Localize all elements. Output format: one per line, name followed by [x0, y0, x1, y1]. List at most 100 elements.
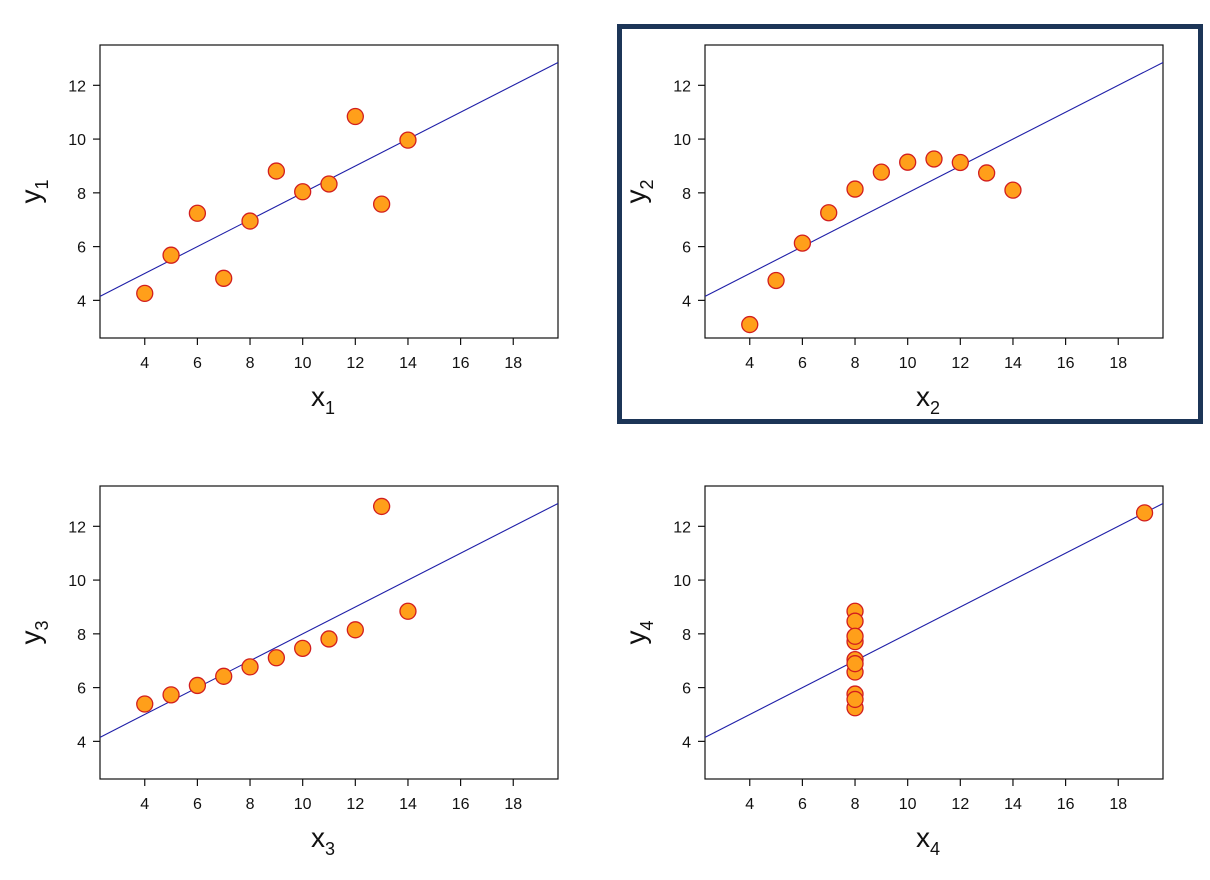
y-tick-label: 8 — [682, 627, 691, 644]
x-tick-label: 10 — [294, 796, 312, 813]
data-point — [372, 497, 391, 516]
x-tick-label: 18 — [1109, 796, 1127, 813]
data-point — [215, 667, 233, 685]
x-tick-label: 10 — [899, 355, 917, 372]
x-tick-label: 8 — [246, 796, 255, 813]
data-point — [241, 212, 259, 230]
x-tick-label: 4 — [140, 796, 149, 813]
y-tick-label: 4 — [682, 293, 691, 310]
data-point — [1004, 181, 1022, 199]
data-point — [136, 695, 154, 713]
x-axis-title-sub: 2 — [930, 398, 940, 418]
x-tick-label: 6 — [798, 796, 807, 813]
y-tick-label: 6 — [77, 240, 86, 257]
data-point — [162, 686, 180, 704]
x-tick-label: 16 — [452, 796, 470, 813]
x-tick-label: 8 — [851, 355, 860, 372]
y-axis-title-sub: 2 — [637, 179, 657, 189]
y-axis-title-sub: 4 — [637, 620, 657, 630]
y-axis-title-base: y — [620, 631, 651, 645]
x-tick-label: 14 — [399, 796, 417, 813]
x-tick-label: 10 — [294, 355, 312, 372]
data-point — [872, 163, 891, 181]
data-point — [977, 164, 996, 182]
x-tick-label: 14 — [399, 355, 417, 372]
data-point — [241, 658, 259, 676]
y-tick-label: 12 — [68, 519, 86, 536]
data-point — [399, 131, 417, 149]
x-axis-title-base: x — [916, 822, 930, 853]
y-axis-title-base: y — [15, 631, 46, 645]
data-point — [793, 234, 812, 252]
data-point — [346, 107, 364, 126]
x-tick-label: 8 — [246, 355, 255, 372]
x-tick-label: 6 — [798, 355, 807, 372]
data-point — [846, 690, 864, 709]
x-tick-label: 18 — [1109, 355, 1127, 372]
x-tick-label: 4 — [140, 355, 149, 372]
data-point — [346, 621, 364, 639]
y-tick-label: 6 — [77, 681, 86, 698]
x-axis-title-sub: 4 — [930, 839, 940, 859]
regression-line — [705, 61, 1163, 297]
regression-line — [705, 502, 1163, 738]
data-point — [267, 649, 286, 667]
x-tick-label: 16 — [1057, 796, 1075, 813]
data-point — [820, 204, 838, 222]
x-tick-label: 12 — [951, 796, 969, 813]
x-tick-label: 12 — [346, 796, 364, 813]
y-tick-label: 8 — [682, 186, 691, 203]
data-point — [899, 153, 917, 171]
data-point — [846, 627, 864, 645]
data-point — [294, 183, 312, 201]
y-tick-label: 4 — [77, 293, 86, 310]
x-tick-label: 4 — [745, 796, 754, 813]
data-point — [846, 655, 864, 673]
x-tick-label: 14 — [1004, 796, 1022, 813]
data-point — [162, 246, 180, 264]
data-point — [188, 204, 207, 222]
y-tick-label: 8 — [77, 627, 86, 644]
data-point — [215, 269, 233, 287]
x-tick-label: 8 — [851, 796, 860, 813]
data-point — [1135, 504, 1154, 522]
y-axis-title: y2 — [620, 179, 657, 203]
x-axis-title-sub: 3 — [325, 839, 335, 859]
y-tick-label: 4 — [77, 734, 86, 751]
y-tick-label: 6 — [682, 240, 691, 257]
y-tick-label: 4 — [682, 734, 691, 751]
x-axis-title: x1 — [311, 381, 335, 418]
data-point — [767, 271, 785, 290]
data-point — [925, 150, 943, 168]
x-tick-label: 18 — [504, 796, 522, 813]
y-axis-title-base: y — [15, 190, 46, 204]
data-point — [188, 676, 207, 695]
x-tick-label: 10 — [899, 796, 917, 813]
data-point — [320, 630, 338, 648]
y-tick-label: 12 — [673, 78, 691, 95]
x-axis-title-base: x — [916, 381, 930, 412]
y-tick-label: 10 — [68, 132, 86, 149]
y-axis-title: y3 — [15, 620, 52, 644]
y-tick-label: 12 — [68, 78, 86, 95]
x-tick-label: 4 — [745, 355, 754, 372]
x-tick-label: 14 — [1004, 355, 1022, 372]
data-point — [846, 180, 864, 198]
y-tick-label: 6 — [682, 681, 691, 698]
x-axis-title: x3 — [311, 822, 335, 859]
y-axis-title: y1 — [15, 179, 52, 203]
data-point — [951, 153, 969, 172]
y-axis-title-sub: 3 — [32, 620, 52, 630]
plot-area-frame — [704, 44, 1164, 339]
y-axis-title-base: y — [620, 190, 651, 204]
data-point — [372, 195, 391, 213]
x-tick-label: 16 — [452, 355, 470, 372]
y-tick-label: 8 — [77, 186, 86, 203]
x-tick-label: 6 — [193, 796, 202, 813]
y-tick-label: 12 — [673, 519, 691, 536]
